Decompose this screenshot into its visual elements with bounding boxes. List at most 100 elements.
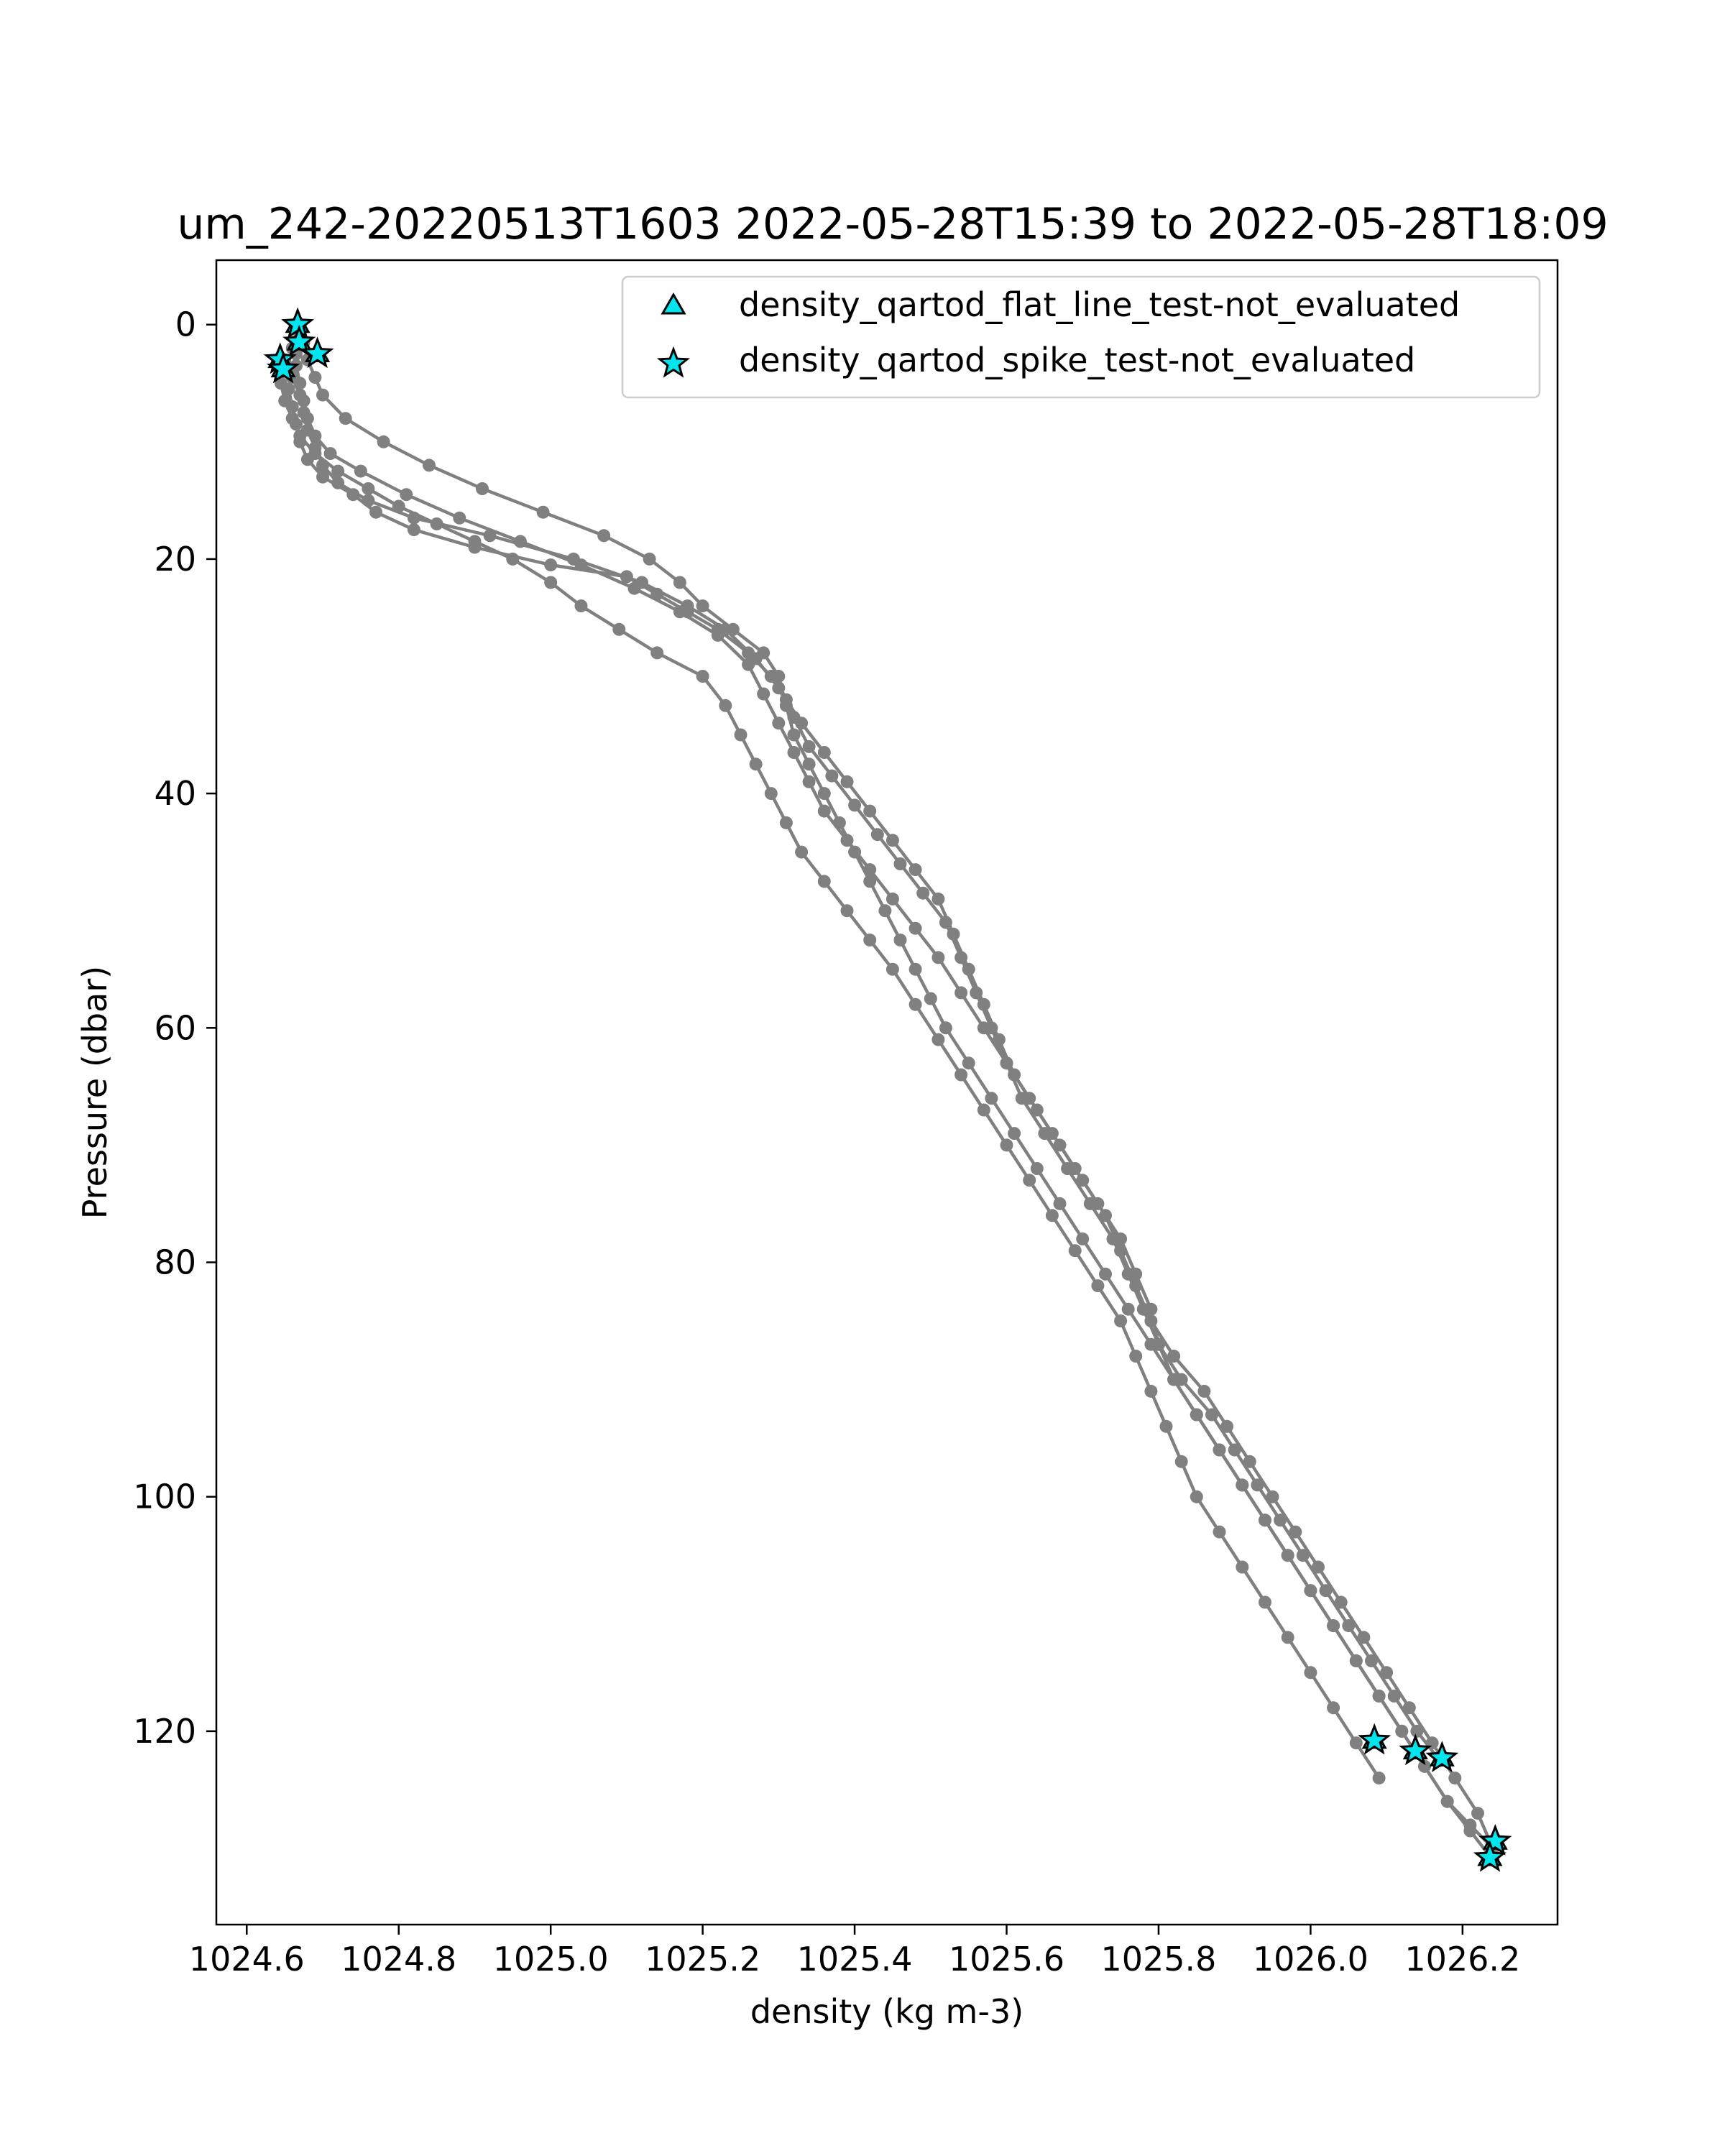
data-point	[544, 576, 558, 589]
data-point	[285, 412, 299, 425]
data-point	[1190, 1408, 1203, 1422]
y-tick-label: 120	[133, 1712, 196, 1751]
x-tick-label: 1026.2	[1404, 1940, 1520, 1978]
data-point	[878, 904, 892, 918]
data-point	[1236, 1478, 1249, 1492]
data-point	[886, 834, 899, 847]
data-point	[453, 511, 466, 525]
data-point	[977, 1021, 990, 1035]
data-point	[430, 517, 443, 530]
spike-test-marker	[282, 324, 316, 356]
data-point	[848, 798, 862, 812]
data-point	[1000, 1056, 1013, 1070]
legend-flat-line-label: density_qartod_flat_line_test-not_evalua…	[739, 285, 1460, 324]
data-point	[673, 576, 686, 589]
data-point	[1304, 1666, 1317, 1680]
data-point	[711, 628, 724, 642]
data-point	[308, 447, 322, 461]
data-point	[726, 622, 740, 636]
data-point	[772, 670, 786, 683]
spike-test-marker	[1473, 1840, 1506, 1872]
data-point	[954, 986, 968, 1000]
data-point	[544, 558, 558, 572]
spike-test-marker	[1425, 1741, 1459, 1773]
data-point	[1030, 1162, 1044, 1175]
data-point	[1121, 1302, 1135, 1316]
data-point	[1357, 1631, 1371, 1644]
spike-test-marker	[266, 351, 300, 384]
data-point	[764, 787, 778, 801]
data-point	[840, 775, 854, 788]
x-tick-label: 1024.6	[189, 1940, 305, 1978]
data-point	[696, 599, 709, 613]
legend-star-marker	[656, 346, 691, 378]
data-point	[536, 505, 550, 519]
data-point	[513, 535, 527, 548]
data-point	[1387, 1690, 1401, 1703]
data-point	[908, 863, 922, 877]
y-tick-label: 0	[175, 305, 196, 344]
data-point	[893, 934, 907, 946]
data-point	[1167, 1350, 1181, 1363]
data-point	[1440, 1795, 1454, 1808]
data-point	[506, 552, 520, 566]
data-point	[779, 816, 793, 829]
data-point	[1471, 1807, 1484, 1820]
x-tick-label: 1025.0	[493, 1940, 609, 1978]
data-point	[962, 1056, 975, 1070]
data-point	[1129, 1350, 1143, 1363]
data-point	[1114, 1314, 1128, 1327]
data-point	[886, 892, 899, 906]
data-point	[916, 886, 930, 900]
data-point	[1236, 1560, 1249, 1574]
y-tick-label: 80	[154, 1243, 196, 1281]
data-point	[323, 447, 337, 461]
data-point	[1410, 1724, 1424, 1738]
data-point	[832, 816, 846, 829]
data-point	[293, 377, 307, 390]
data-point	[1418, 1759, 1431, 1773]
data-point	[1023, 1174, 1036, 1187]
data-point	[1000, 1138, 1013, 1152]
spike-test-marker	[1478, 1823, 1512, 1856]
data-point	[1304, 1584, 1317, 1598]
data-point	[1342, 1619, 1356, 1633]
data-point	[863, 875, 877, 888]
x-tick-label: 1025.4	[797, 1940, 913, 1978]
data-point	[1281, 1549, 1294, 1562]
data-point	[939, 1021, 952, 1035]
data-point	[354, 464, 367, 478]
y-tick-label: 40	[154, 774, 196, 813]
y-axis: 0 20 40 60 80 100 120	[133, 305, 216, 1751]
data-point	[1068, 1244, 1082, 1258]
x-axis: 1024.6 1024.8 1025.0 1025.2 1025.4 1025.6 1025…	[189, 1925, 1520, 1978]
data-point	[954, 951, 968, 964]
x-tick-label: 1024.8	[341, 1940, 456, 1978]
x-tick-label: 1025.2	[645, 1940, 760, 1978]
data-point	[1365, 1654, 1378, 1667]
data-point	[970, 986, 983, 1000]
data-point	[1251, 1478, 1264, 1492]
profile-series-4	[270, 359, 1386, 1785]
data-point	[1045, 1209, 1059, 1222]
data-point	[932, 1033, 945, 1046]
plot-area	[215, 259, 1559, 1926]
data-point	[476, 482, 489, 495]
data-point	[1091, 1197, 1105, 1210]
data-point	[1266, 1490, 1279, 1503]
data-point	[1463, 1818, 1477, 1832]
spike-test-marker	[1358, 1723, 1392, 1755]
data-point	[423, 459, 436, 472]
data-point	[870, 828, 884, 842]
data-point	[331, 464, 345, 478]
legend-triangle-marker	[661, 292, 686, 315]
data-point	[1091, 1279, 1105, 1293]
data-point	[719, 699, 732, 712]
flag-marker-layer	[263, 307, 1512, 1872]
data-point	[1213, 1443, 1226, 1457]
data-point	[369, 505, 382, 519]
data-point	[597, 529, 611, 543]
data-point	[757, 687, 770, 701]
data-point	[779, 699, 793, 712]
data-point	[1312, 1560, 1325, 1574]
